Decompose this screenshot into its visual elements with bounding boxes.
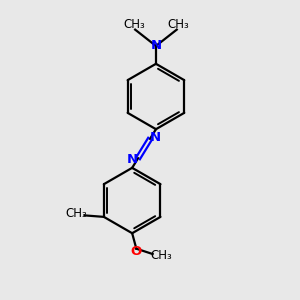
Text: CH₃: CH₃ (167, 18, 189, 32)
Text: N: N (127, 154, 138, 166)
Text: CH₃: CH₃ (65, 207, 87, 220)
Text: N: N (150, 40, 161, 52)
Text: CH₃: CH₃ (150, 249, 172, 262)
Text: CH₃: CH₃ (123, 18, 145, 32)
Text: O: O (131, 244, 142, 258)
Text: N: N (150, 130, 161, 144)
